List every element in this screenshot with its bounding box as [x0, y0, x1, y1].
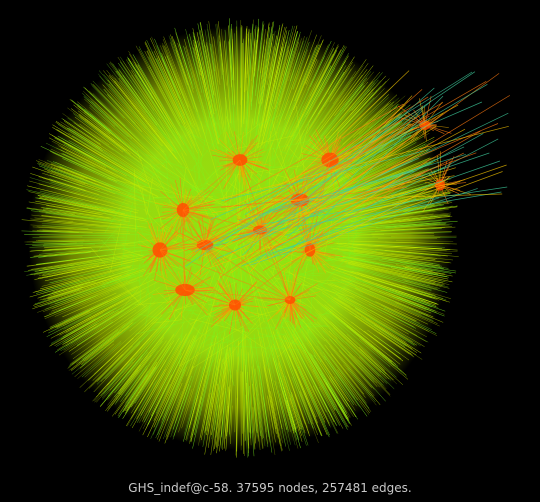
outer-edge-fibers	[21, 18, 459, 458]
graph-caption: GHS_indef@c-58. 37595 nodes, 257481 edge…	[128, 481, 412, 495]
long-range-edges	[185, 70, 510, 278]
